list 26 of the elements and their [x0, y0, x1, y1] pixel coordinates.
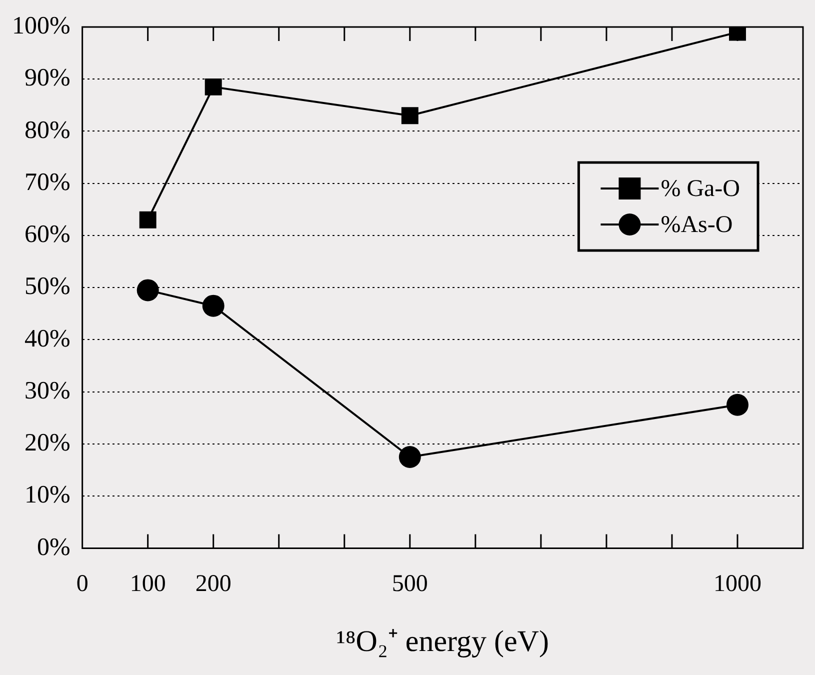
x-tick-label: 100	[130, 570, 166, 597]
y-tick-label: 30%	[24, 377, 70, 404]
y-tick-label: 70%	[24, 168, 70, 196]
y-tick-label: 60%	[24, 221, 70, 248]
y-tick-label: 90%	[24, 64, 70, 92]
point	[726, 394, 748, 416]
y-tick-label: 40%	[24, 325, 70, 352]
legend-label: % Ga-O	[660, 176, 740, 202]
x-tick-label: 0	[76, 570, 88, 597]
y-tick-label: 0%	[36, 534, 70, 561]
y-tick-label: 50%	[24, 273, 70, 300]
x-tick-label: 500	[392, 570, 428, 597]
legend-label: %As-O	[660, 212, 733, 238]
point	[139, 211, 156, 228]
point	[401, 107, 418, 124]
y-tick-label: 100%	[12, 12, 70, 40]
x-tick-label: 200	[195, 570, 232, 597]
y-tick-label: 80%	[24, 116, 70, 144]
point	[398, 446, 421, 468]
point	[204, 78, 222, 96]
y-tick-label: 20%	[24, 430, 70, 457]
x-axis-title: ¹⁸O₂⁺ energy (eV)	[336, 624, 549, 658]
point	[202, 294, 224, 317]
x-tick-label: 1000	[713, 570, 762, 597]
point	[136, 279, 159, 302]
y-tick-label: 10%	[24, 482, 70, 509]
